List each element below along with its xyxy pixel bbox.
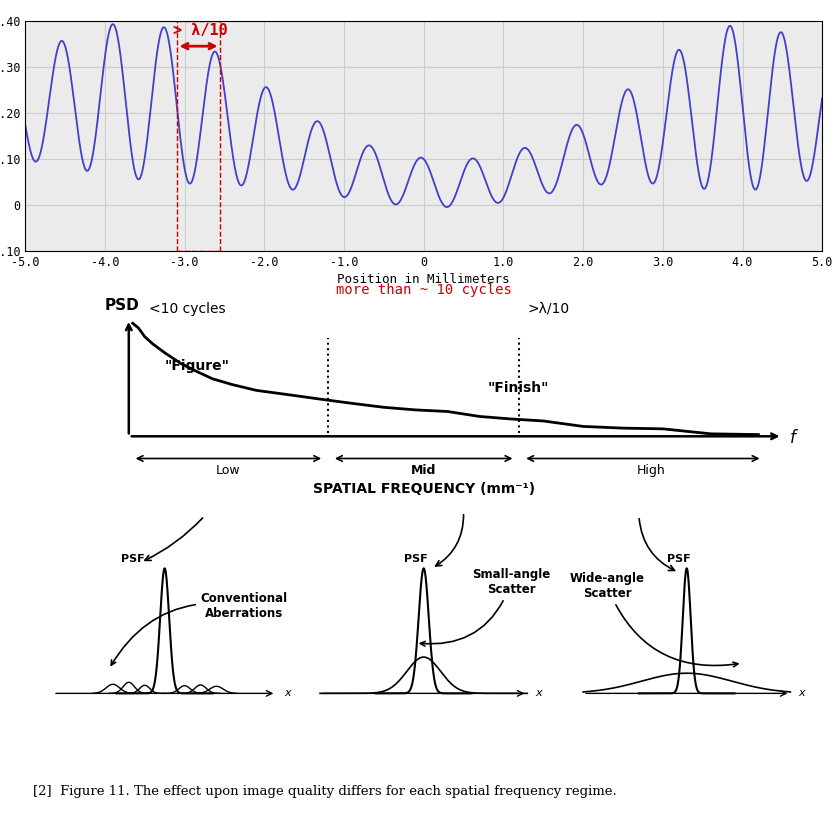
Text: x: x <box>535 688 542 698</box>
Text: PSF: PSF <box>121 554 144 564</box>
Text: SPATIAL FREQUENCY (mm⁻¹): SPATIAL FREQUENCY (mm⁻¹) <box>313 482 534 496</box>
Text: "Finish": "Finish" <box>487 381 549 395</box>
Text: High: High <box>637 464 665 477</box>
Text: <10 cycles: <10 cycles <box>149 302 226 316</box>
Text: Small-angle
Scatter: Small-angle Scatter <box>420 567 550 646</box>
Text: Low: Low <box>216 464 241 477</box>
Text: >λ/10: >λ/10 <box>527 302 570 316</box>
Text: "Figure": "Figure" <box>164 359 230 373</box>
Text: x: x <box>284 688 291 698</box>
Text: f: f <box>790 429 796 446</box>
Text: > λ/10: > λ/10 <box>173 23 227 38</box>
Text: PSF: PSF <box>667 554 690 564</box>
Text: x: x <box>798 688 805 698</box>
Text: PSD: PSD <box>105 297 139 312</box>
Text: Wide-angle
Scatter: Wide-angle Scatter <box>570 571 738 666</box>
X-axis label: Position in Millimeters: Position in Millimeters <box>337 273 510 287</box>
Text: Mid: Mid <box>411 464 436 477</box>
Text: more than ~ 10 cycles: more than ~ 10 cycles <box>336 282 512 297</box>
Text: PSF: PSF <box>404 554 428 564</box>
Text: Conventional
Aberrations: Conventional Aberrations <box>112 591 288 666</box>
Text: [2]  Figure 11. The effect upon image quality differs for each spatial frequency: [2] Figure 11. The effect upon image qua… <box>34 785 617 798</box>
